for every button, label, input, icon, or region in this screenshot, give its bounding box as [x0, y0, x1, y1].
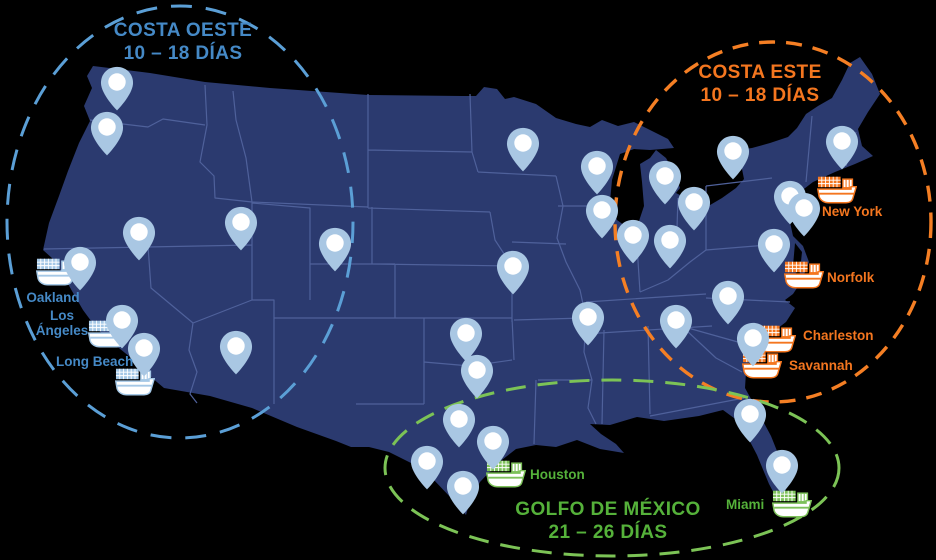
- east-coast-region-circle: [613, 40, 933, 404]
- port-label-houston: Houston: [530, 467, 585, 482]
- region-days: 21 – 26 DÍAS: [548, 522, 668, 543]
- west-coast-region-circle: [5, 4, 355, 440]
- port-label-norfolk: Norfolk: [827, 270, 875, 285]
- port-label-new-york: New York: [822, 204, 883, 219]
- region-title: GOLFO DE MÉXICO: [515, 499, 701, 520]
- port-label-savannah: Savannah: [789, 358, 853, 373]
- us-landmass: [43, 57, 880, 515]
- cargo-ship-icon-norfolk: [784, 261, 824, 289]
- region-title: COSTA ESTE: [698, 62, 822, 83]
- region-days: 10 – 18 DÍAS: [123, 43, 243, 64]
- port-label-charleston: Charleston: [803, 328, 874, 343]
- cargo-ship-icon-miami: [772, 490, 812, 518]
- map-pin: [787, 192, 821, 237]
- region-days: 10 – 18 DÍAS: [700, 85, 820, 106]
- region-title: COSTA OESTE: [113, 20, 253, 41]
- cargo-ship-icon-long-beach: [115, 368, 155, 396]
- port-label-los-ángeles: Los Ángeles: [35, 308, 89, 338]
- port-label-oakland: Oakland: [26, 290, 80, 305]
- port-label-miami: Miami: [726, 497, 765, 512]
- region-heading-west: COSTA OESTE 10 – 18 DÍAS: [114, 19, 252, 65]
- cargo-ship-icon-new-york: [817, 176, 857, 204]
- region-heading-gulf: GOLFO DE MÉXICO 21 – 26 DÍAS: [515, 498, 700, 544]
- gulf-region-ellipse: [383, 378, 841, 558]
- region-heading-east: COSTA ESTE 10 – 18 DÍAS: [698, 61, 821, 107]
- port-label-long-beach: Long Beach: [56, 354, 134, 369]
- map-pin: [446, 470, 480, 515]
